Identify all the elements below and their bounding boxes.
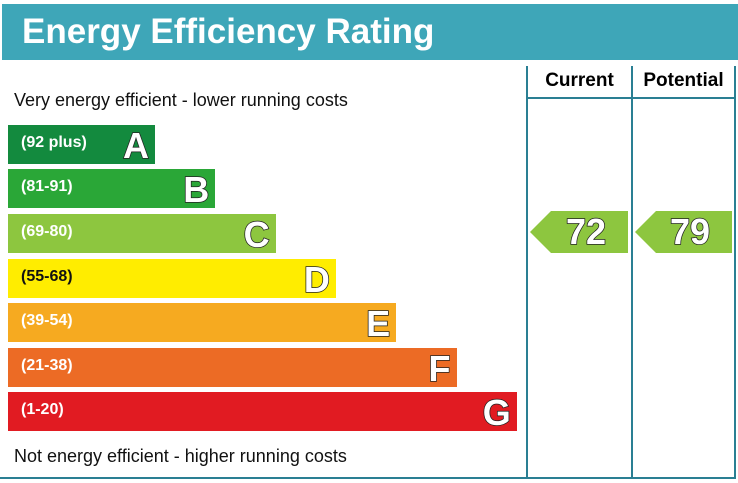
band-B: (81-91) B [8,168,216,211]
divider [526,97,736,99]
band-range: (81-91) [21,178,73,195]
divider [734,66,736,479]
divider [0,477,736,479]
band-E: (39-54) E [8,302,397,345]
band-range: (1-20) [21,401,64,418]
band-range: (55-68) [21,268,73,285]
band-A: (92 plus) A [8,124,155,167]
divider [631,66,633,479]
current-rating: 72 [530,210,628,253]
band-range: (39-54) [21,312,73,329]
potential-rating: 79 [635,210,732,253]
band-letter: E [365,302,391,345]
band-letter: A [122,124,150,167]
band-range: (92 plus) [21,134,87,151]
top-note: Very energy efficient - lower running co… [14,90,348,110]
band-letter: D [303,258,331,301]
band-D: (55-68) D [8,258,336,301]
band-range: (69-80) [21,223,73,240]
chart-title: Energy Efficiency Rating [22,12,435,51]
current-rating-value: 72 [565,210,607,253]
band-letter: G [482,391,512,434]
header-bar: Energy Efficiency Rating [2,4,738,60]
band-range: (21-38) [21,357,73,374]
column-header-potential: Potential [643,70,724,91]
band-F: (21-38) F [8,347,457,390]
column-header-current: Current [545,70,614,91]
band-G: (1-20) G [8,391,517,434]
bottom-note: Not energy efficient - higher running co… [14,446,347,466]
band-letter: C [243,213,271,256]
potential-rating-value: 79 [669,210,711,253]
divider [526,66,528,479]
band-letter: B [183,168,211,211]
band-letter: F [428,347,452,390]
band-C: (69-80) C [8,213,276,256]
